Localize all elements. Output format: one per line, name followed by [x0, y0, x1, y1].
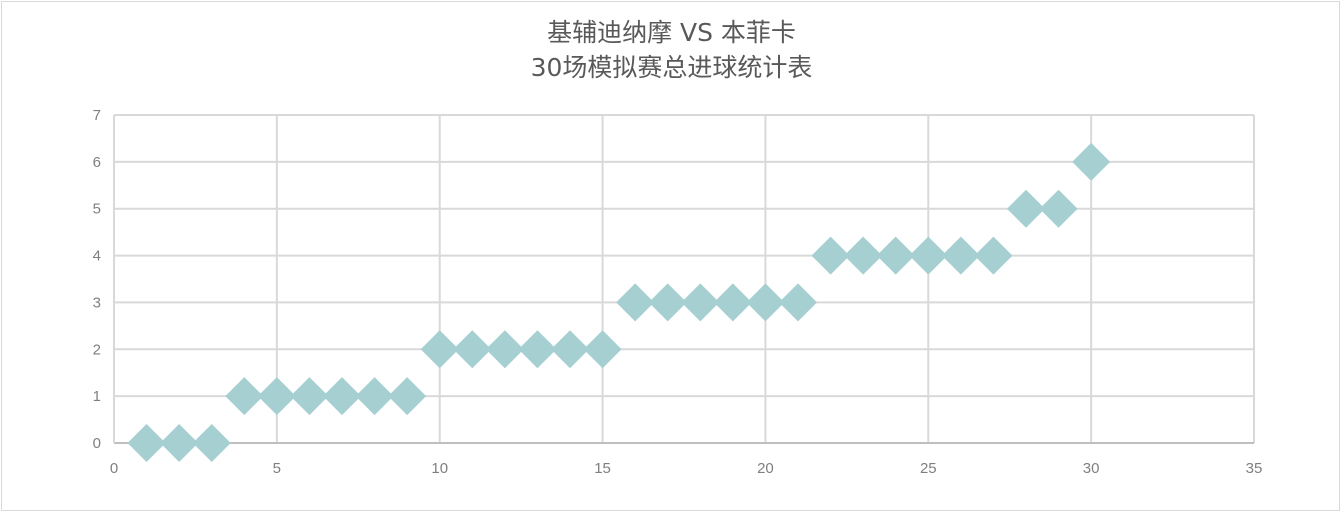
data-point-diamond	[713, 283, 752, 322]
y-tick-label: 6	[93, 154, 101, 171]
data-point-diamond	[811, 236, 850, 275]
data-point-diamond	[746, 283, 785, 322]
data-point-diamond	[551, 330, 589, 369]
data-point-diamond	[876, 236, 915, 275]
data-point-diamond	[844, 236, 883, 275]
chart-title-line-1: 基辅迪纳摩 VS 本菲卡	[547, 18, 796, 47]
data-point-diamond	[1007, 189, 1045, 228]
data-point-diamond	[616, 283, 655, 322]
x-tick-label: 25	[920, 460, 937, 477]
data-point-diamond	[127, 424, 166, 462]
data-point-diamond	[257, 377, 296, 416]
data-point-diamond	[225, 377, 264, 416]
x-tick-label: 0	[110, 460, 118, 477]
data-point-diamond	[909, 236, 948, 275]
data-point-diamond	[779, 283, 817, 322]
data-point-diamond	[485, 330, 524, 369]
data-point-diamond	[518, 330, 557, 369]
data-point-diamond	[974, 236, 1013, 275]
y-tick-label: 7	[93, 107, 101, 124]
y-tick-label: 1	[93, 388, 101, 405]
x-tick-label: 10	[431, 460, 448, 477]
x-tick-label: 20	[757, 460, 774, 477]
data-point-diamond	[1039, 189, 1078, 228]
y-tick-label: 0	[93, 435, 101, 452]
data-point-diamond	[681, 283, 720, 322]
x-tick-label: 15	[594, 460, 611, 477]
data-point-diamond	[648, 283, 687, 322]
data-point-diamond	[1072, 142, 1111, 181]
data-point-diamond	[160, 424, 199, 462]
chart-title-line-2: 30场模拟赛总进球统计表	[530, 53, 813, 82]
data-point-diamond	[453, 330, 492, 369]
data-point-diamond	[388, 377, 427, 416]
data-point-diamond	[290, 377, 329, 416]
data-point-diamond	[420, 330, 459, 369]
x-tick-label: 30	[1083, 460, 1100, 477]
y-tick-label: 5	[93, 201, 101, 218]
data-point-diamond	[192, 424, 231, 462]
x-tick-label: 5	[273, 460, 281, 477]
y-tick-label: 4	[93, 248, 101, 265]
data-point-diamond	[355, 377, 394, 416]
x-tick-label: 35	[1246, 460, 1263, 477]
y-tick-label: 3	[93, 294, 101, 311]
data-point-diamond	[323, 377, 361, 416]
data-point-diamond	[941, 236, 980, 275]
data-point-diamond	[583, 330, 622, 369]
y-tick-label: 2	[93, 341, 101, 358]
